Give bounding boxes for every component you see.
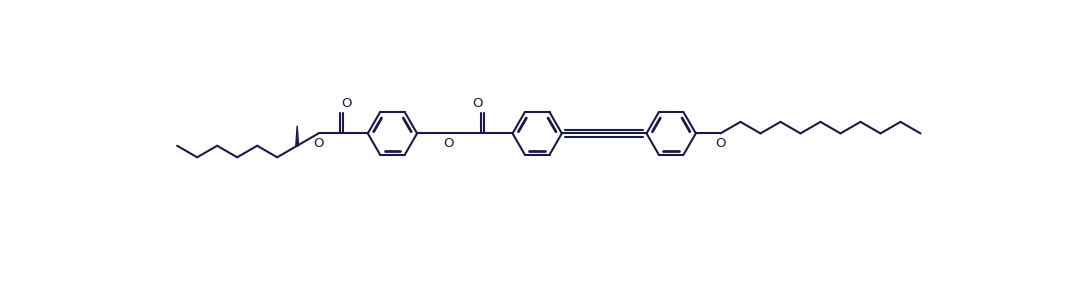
Polygon shape [296, 126, 298, 146]
Text: O: O [472, 97, 483, 110]
Text: O: O [715, 137, 726, 150]
Text: O: O [341, 97, 352, 110]
Text: O: O [444, 137, 455, 150]
Text: O: O [314, 137, 323, 150]
